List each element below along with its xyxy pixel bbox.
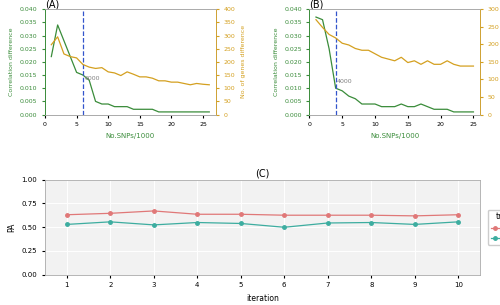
Title: (C): (C) [256, 169, 270, 179]
BF [64, 213, 70, 217]
BF [368, 214, 374, 217]
BF [455, 213, 461, 217]
DWG [412, 223, 418, 226]
BF [412, 214, 418, 218]
Text: (B): (B) [310, 0, 324, 9]
DWG [194, 221, 200, 224]
Line: DWG: DWG [65, 220, 460, 229]
Y-axis label: Correlation difference: Correlation difference [9, 27, 14, 96]
BF [194, 213, 200, 216]
BF [325, 214, 331, 217]
Text: 4000: 4000 [337, 79, 352, 84]
BF [281, 214, 287, 217]
Text: 6000: 6000 [84, 76, 100, 81]
Text: (A): (A) [45, 0, 60, 9]
Legend: BF, DWG: BF, DWG [488, 210, 500, 245]
Y-axis label: PA: PA [7, 222, 16, 232]
Y-axis label: No. of genes difference: No. of genes difference [240, 25, 246, 99]
Line: BF: BF [65, 209, 460, 217]
BF [107, 211, 113, 215]
DWG [455, 220, 461, 224]
DWG [325, 221, 331, 225]
DWG [281, 225, 287, 229]
DWG [64, 223, 70, 226]
DWG [368, 221, 374, 224]
BF [238, 213, 244, 216]
DWG [238, 222, 244, 225]
X-axis label: iteration: iteration [246, 294, 279, 303]
BF [151, 209, 157, 213]
DWG [107, 220, 113, 224]
X-axis label: No.SNPs/1000: No.SNPs/1000 [106, 133, 155, 139]
DWG [151, 223, 157, 227]
X-axis label: No.SNPs/1000: No.SNPs/1000 [370, 133, 420, 139]
Y-axis label: Correlation difference: Correlation difference [274, 27, 278, 96]
